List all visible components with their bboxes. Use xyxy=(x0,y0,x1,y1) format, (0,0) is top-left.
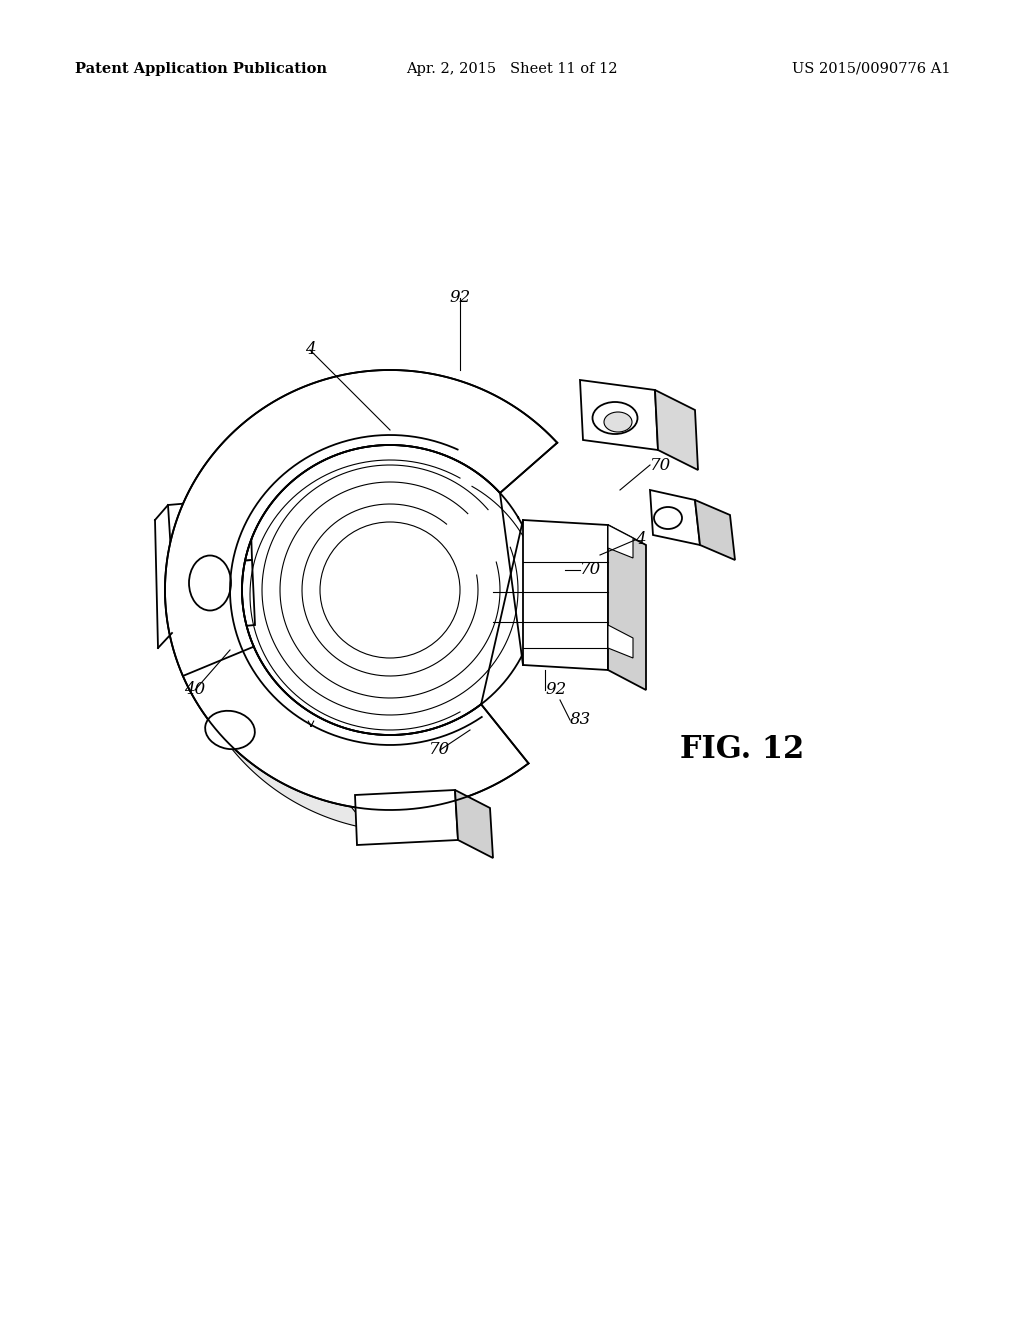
Polygon shape xyxy=(608,525,646,690)
Text: 40: 40 xyxy=(184,681,206,698)
Polygon shape xyxy=(695,500,735,560)
Polygon shape xyxy=(608,624,633,657)
Text: 92: 92 xyxy=(450,289,471,306)
Text: Apr. 2, 2015   Sheet 11 of 12: Apr. 2, 2015 Sheet 11 of 12 xyxy=(407,62,617,77)
Text: 92: 92 xyxy=(545,681,566,698)
Polygon shape xyxy=(168,498,252,568)
Polygon shape xyxy=(455,789,493,858)
Polygon shape xyxy=(655,389,698,470)
Ellipse shape xyxy=(654,507,682,529)
Text: 70: 70 xyxy=(580,561,601,578)
Text: US 2015/0090776 A1: US 2015/0090776 A1 xyxy=(792,62,950,77)
Text: 70: 70 xyxy=(429,742,451,759)
Polygon shape xyxy=(168,560,255,634)
Ellipse shape xyxy=(604,412,632,432)
Ellipse shape xyxy=(189,556,231,610)
Polygon shape xyxy=(608,525,633,558)
Ellipse shape xyxy=(593,403,638,434)
Polygon shape xyxy=(165,370,557,810)
Text: 4: 4 xyxy=(305,342,315,359)
Polygon shape xyxy=(650,490,700,545)
Ellipse shape xyxy=(319,521,460,657)
Polygon shape xyxy=(355,789,458,845)
Ellipse shape xyxy=(205,710,255,750)
Text: FIG. 12: FIG. 12 xyxy=(680,734,804,766)
Text: 70: 70 xyxy=(650,457,672,474)
Polygon shape xyxy=(165,463,369,829)
Text: 83: 83 xyxy=(570,711,591,729)
Polygon shape xyxy=(580,380,658,450)
Text: 4: 4 xyxy=(635,532,645,549)
Polygon shape xyxy=(523,520,608,671)
Text: Patent Application Publication: Patent Application Publication xyxy=(75,62,327,77)
